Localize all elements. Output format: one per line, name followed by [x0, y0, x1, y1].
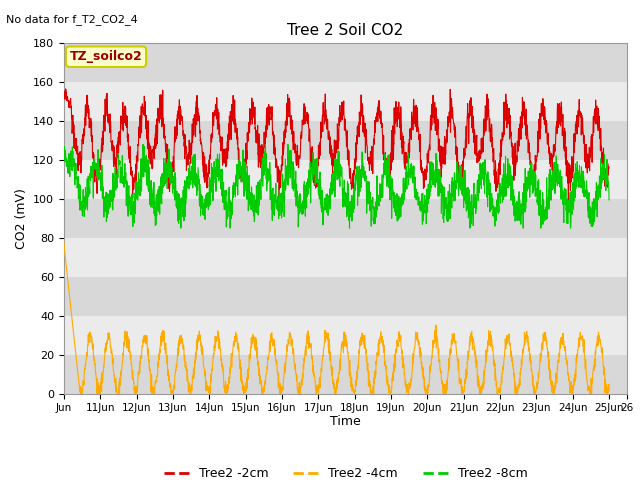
Text: TZ_soilco2: TZ_soilco2: [70, 50, 142, 63]
Legend: Tree2 -2cm, Tree2 -4cm, Tree2 -8cm: Tree2 -2cm, Tree2 -4cm, Tree2 -8cm: [159, 462, 532, 480]
Bar: [64, 160, 627, 199]
Bar: [64, 316, 627, 355]
Text: No data for f_T2_CO2_4: No data for f_T2_CO2_4: [6, 14, 138, 25]
Bar: [64, 238, 627, 277]
X-axis label: Time: Time: [330, 415, 361, 428]
Bar: [64, 82, 627, 121]
Y-axis label: CO2 (mV): CO2 (mV): [15, 188, 28, 249]
Title: Tree 2 Soil CO2: Tree 2 Soil CO2: [287, 23, 404, 38]
